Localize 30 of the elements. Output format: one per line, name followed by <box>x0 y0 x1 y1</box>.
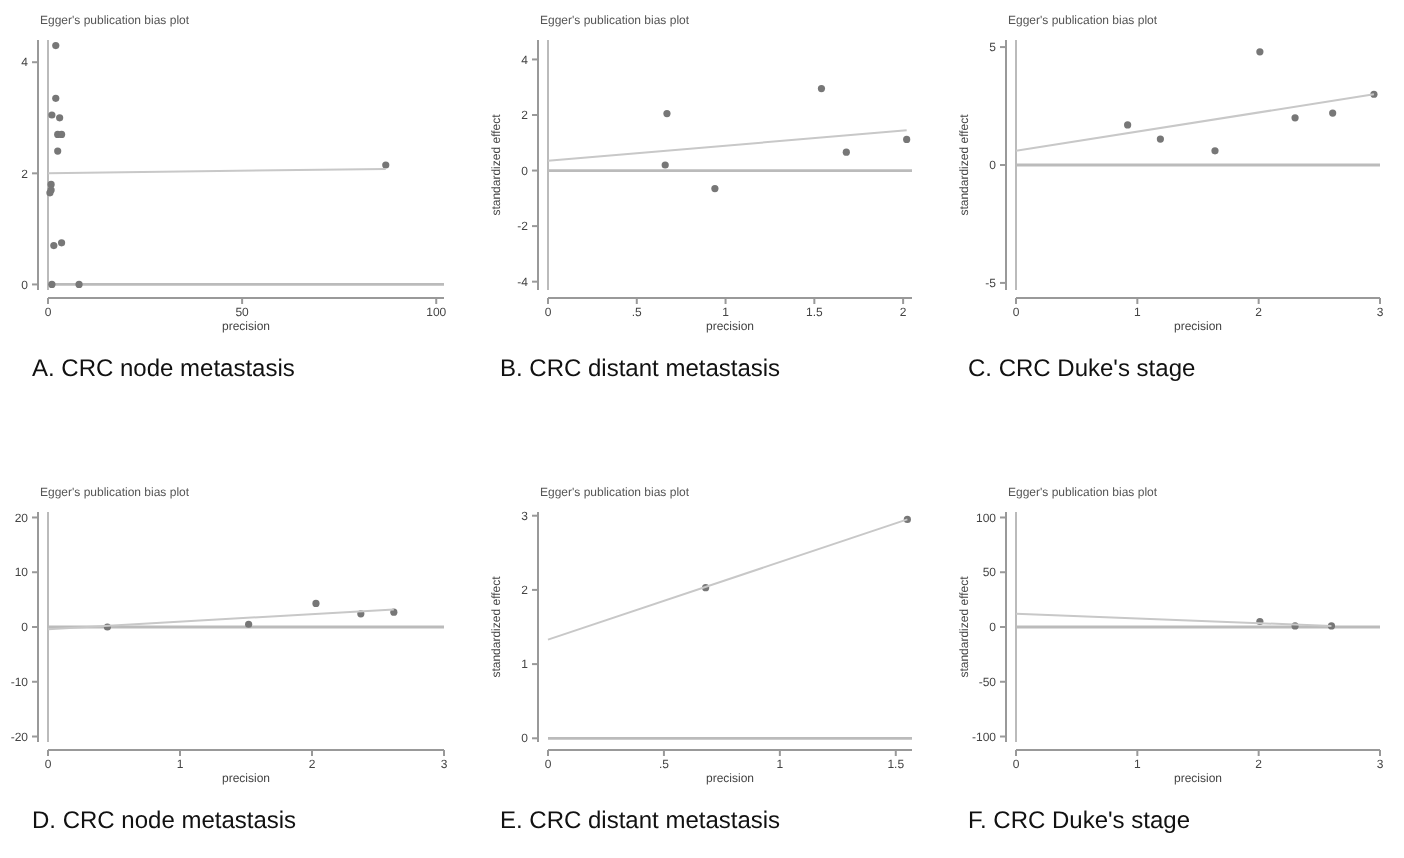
point <box>1291 114 1299 122</box>
text: F. CRC Duke's stage <box>968 806 1191 834</box>
point <box>1156 135 1164 143</box>
point <box>1211 147 1219 155</box>
point <box>817 85 826 93</box>
point <box>54 147 62 155</box>
point <box>57 239 66 247</box>
point <box>75 280 83 289</box>
point <box>661 161 669 169</box>
point <box>842 148 850 156</box>
point <box>52 94 60 102</box>
point <box>312 599 320 608</box>
point <box>56 114 64 122</box>
point <box>711 185 719 193</box>
text: E. CRC distant metastasis <box>500 806 781 834</box>
point <box>48 111 56 119</box>
point <box>1256 48 1264 56</box>
point <box>663 110 671 118</box>
text: A. CRC node metastasis <box>32 354 295 382</box>
point <box>903 135 911 144</box>
point <box>50 241 58 250</box>
point <box>48 280 56 289</box>
point <box>1124 121 1132 129</box>
point <box>382 161 390 169</box>
text: D. CRC node metastasis <box>32 806 297 834</box>
text: B. CRC distant metastasis <box>500 354 781 382</box>
point <box>1329 109 1337 117</box>
point <box>52 41 60 50</box>
text: C. CRC Duke's stage <box>968 354 1196 382</box>
point <box>245 620 253 628</box>
